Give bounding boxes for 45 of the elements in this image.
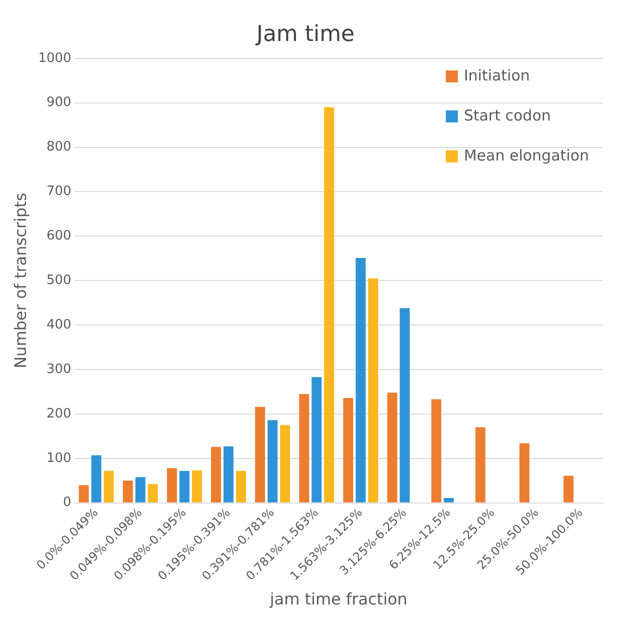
y-tick-label: 500 (46, 273, 72, 288)
bar (312, 377, 322, 502)
bar (431, 399, 442, 502)
bar (299, 394, 310, 502)
bar (519, 443, 530, 502)
bar (475, 427, 486, 502)
bar (166, 468, 177, 502)
y-tick-label: 400 (46, 317, 72, 332)
bar (91, 455, 102, 502)
y-tick-label: 200 (46, 406, 72, 422)
x-axis-title: jam time fraction (268, 590, 408, 609)
y-tick-label: 300 (46, 362, 72, 377)
bar (179, 470, 190, 502)
y-tick-label: 1000 (38, 50, 72, 66)
bar (356, 258, 366, 502)
chart-title: Jam time (254, 22, 355, 47)
bar (563, 476, 574, 502)
bar (148, 484, 158, 502)
bar (368, 278, 378, 502)
y-tick-label: 100 (46, 450, 72, 466)
bar (122, 480, 133, 502)
bar (104, 470, 114, 502)
legend-label: Initiation (464, 66, 530, 84)
bar (211, 446, 222, 502)
y-axis-title: Number of transcripts (10, 192, 30, 368)
y-tick-label: 700 (46, 184, 72, 200)
bar (268, 420, 278, 502)
bar (343, 398, 354, 502)
bar (444, 498, 454, 502)
bar (324, 107, 334, 502)
bar (387, 392, 398, 502)
y-tick-label: 800 (46, 140, 72, 155)
bar (224, 446, 234, 502)
bar (236, 470, 246, 502)
legend-label: Start codon (464, 106, 551, 124)
legend-label: Mean elongation (464, 146, 590, 164)
bar (135, 477, 146, 502)
y-tick-label: 600 (46, 228, 72, 244)
bar (400, 308, 410, 502)
y-tick-label: 900 (46, 95, 72, 110)
bar (280, 425, 290, 502)
bar (78, 485, 89, 502)
bar (255, 406, 266, 502)
y-tick-label: 0 (63, 495, 72, 510)
bar (192, 470, 202, 502)
